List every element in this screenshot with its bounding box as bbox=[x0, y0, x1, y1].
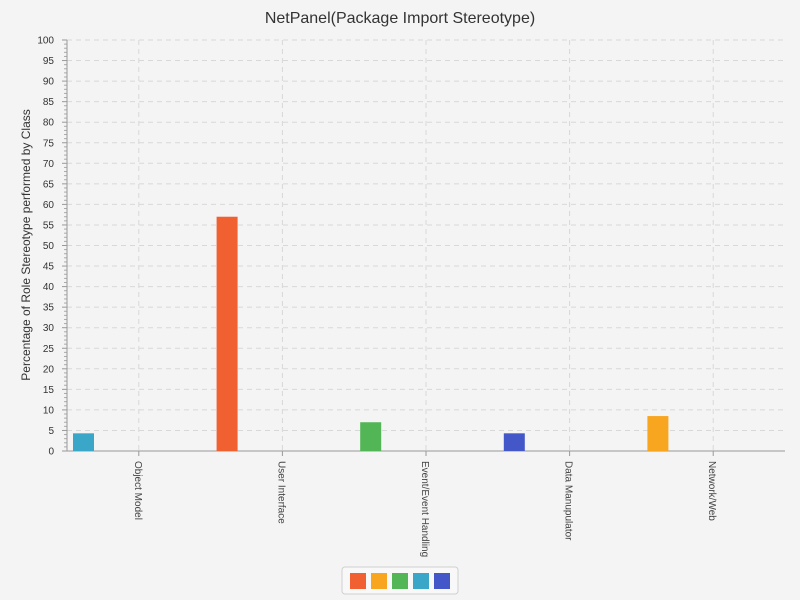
x-tick-layer: Object Model User Interface Event/Event Ha… bbox=[132, 461, 717, 557]
bar bbox=[216, 216, 238, 451]
legend-swatch bbox=[413, 573, 429, 589]
y-tick-label: 75 bbox=[43, 138, 55, 149]
legend bbox=[341, 566, 459, 595]
bar-layer bbox=[73, 216, 669, 451]
y-tick-label: 5 bbox=[48, 426, 54, 437]
axis-layer: 0 5 10 15 20 25 30 35 40 45 50 55 60 65 70 75 80 85 90 95 10… bbox=[37, 36, 785, 458]
legend-swatch bbox=[434, 573, 450, 589]
y-tick-label: 85 bbox=[43, 97, 55, 108]
x-tick-label: User Interface bbox=[275, 461, 286, 524]
bar bbox=[503, 433, 525, 451]
legend-swatch bbox=[350, 573, 366, 589]
y-tick-label: 100 bbox=[37, 36, 54, 47]
bar bbox=[360, 422, 382, 451]
y-tick-label: 35 bbox=[43, 303, 55, 314]
grid-layer bbox=[67, 39, 785, 451]
legend-swatch bbox=[371, 573, 387, 589]
bar bbox=[73, 433, 94, 451]
x-tick-label: Event/Event Handling bbox=[419, 461, 430, 557]
y-tick-label: 95 bbox=[43, 56, 55, 67]
legend-swatch bbox=[392, 573, 408, 589]
y-tick-label: 55 bbox=[43, 220, 55, 231]
bar bbox=[647, 416, 669, 451]
y-tick-label: 40 bbox=[43, 282, 55, 293]
y-tick-label: 80 bbox=[43, 118, 55, 129]
y-tick-label: 15 bbox=[43, 385, 55, 396]
x-tick-label: Data Manupulator bbox=[563, 461, 574, 541]
y-axis-label: Percentage of Role Stereotype performed … bbox=[19, 109, 33, 380]
y-tick-label: 90 bbox=[43, 77, 55, 88]
y-tick-label: 30 bbox=[43, 323, 55, 334]
y-tick-label: 70 bbox=[43, 159, 55, 170]
y-tick-label: 45 bbox=[43, 262, 55, 273]
x-tick-label: Network/Web bbox=[706, 461, 717, 521]
y-tick-label: 50 bbox=[43, 241, 55, 252]
y-tick-label: 25 bbox=[43, 344, 55, 355]
y-tick-label: 60 bbox=[43, 200, 55, 211]
chart-title: NetPanel(Package Import Stereotype) bbox=[265, 10, 535, 27]
y-tick-label: 20 bbox=[43, 364, 55, 375]
x-tick-label: Object Model bbox=[132, 461, 143, 520]
y-tick-label: 0 bbox=[48, 447, 54, 458]
y-tick-label: 10 bbox=[43, 405, 55, 416]
y-tick-label: 65 bbox=[43, 179, 55, 190]
